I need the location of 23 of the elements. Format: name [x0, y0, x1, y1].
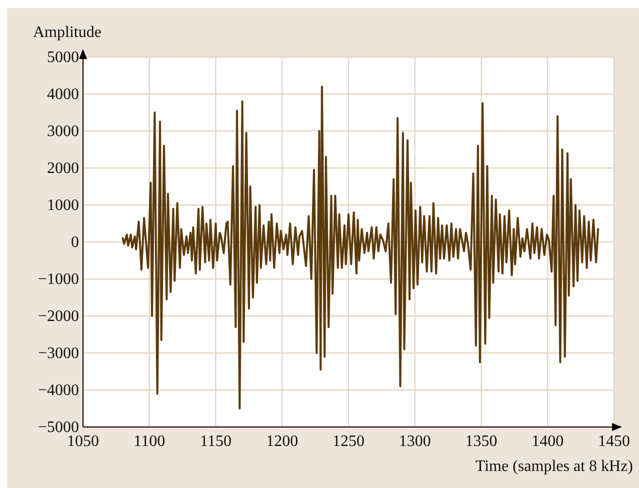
- y-tick-label: 3000: [47, 123, 79, 140]
- x-tick-label: 1050: [67, 433, 99, 450]
- y-tick-label: 0: [71, 234, 79, 251]
- y-tick-label: 1000: [47, 197, 79, 214]
- x-tick-label: 1300: [398, 433, 431, 450]
- y-tick-label: −4000: [38, 382, 79, 399]
- line-series: [122, 86, 600, 410]
- x-axis-title: Time (samples at 8 kHz): [475, 458, 633, 475]
- x-tick-label: 1450: [598, 433, 630, 450]
- y-axis-title: Amplitude: [33, 24, 102, 41]
- x-tick-label: 1250: [332, 433, 364, 450]
- x-tick-label: 1350: [465, 433, 498, 450]
- y-tick-label: 5000: [47, 49, 79, 66]
- x-tick-label: 1150: [200, 433, 232, 450]
- y-tick-label: 2000: [47, 160, 79, 177]
- y-tick-label: −2000: [38, 308, 79, 325]
- x-tick-label: 1400: [532, 433, 564, 450]
- y-tick-label: −1000: [38, 271, 79, 288]
- y-tick-label: 4000: [47, 86, 79, 103]
- y-tick-label: −3000: [38, 345, 79, 362]
- x-tick-label: 1100: [134, 433, 166, 450]
- y-tick-label: −5000: [38, 419, 79, 436]
- x-tick-label: 1200: [266, 433, 298, 450]
